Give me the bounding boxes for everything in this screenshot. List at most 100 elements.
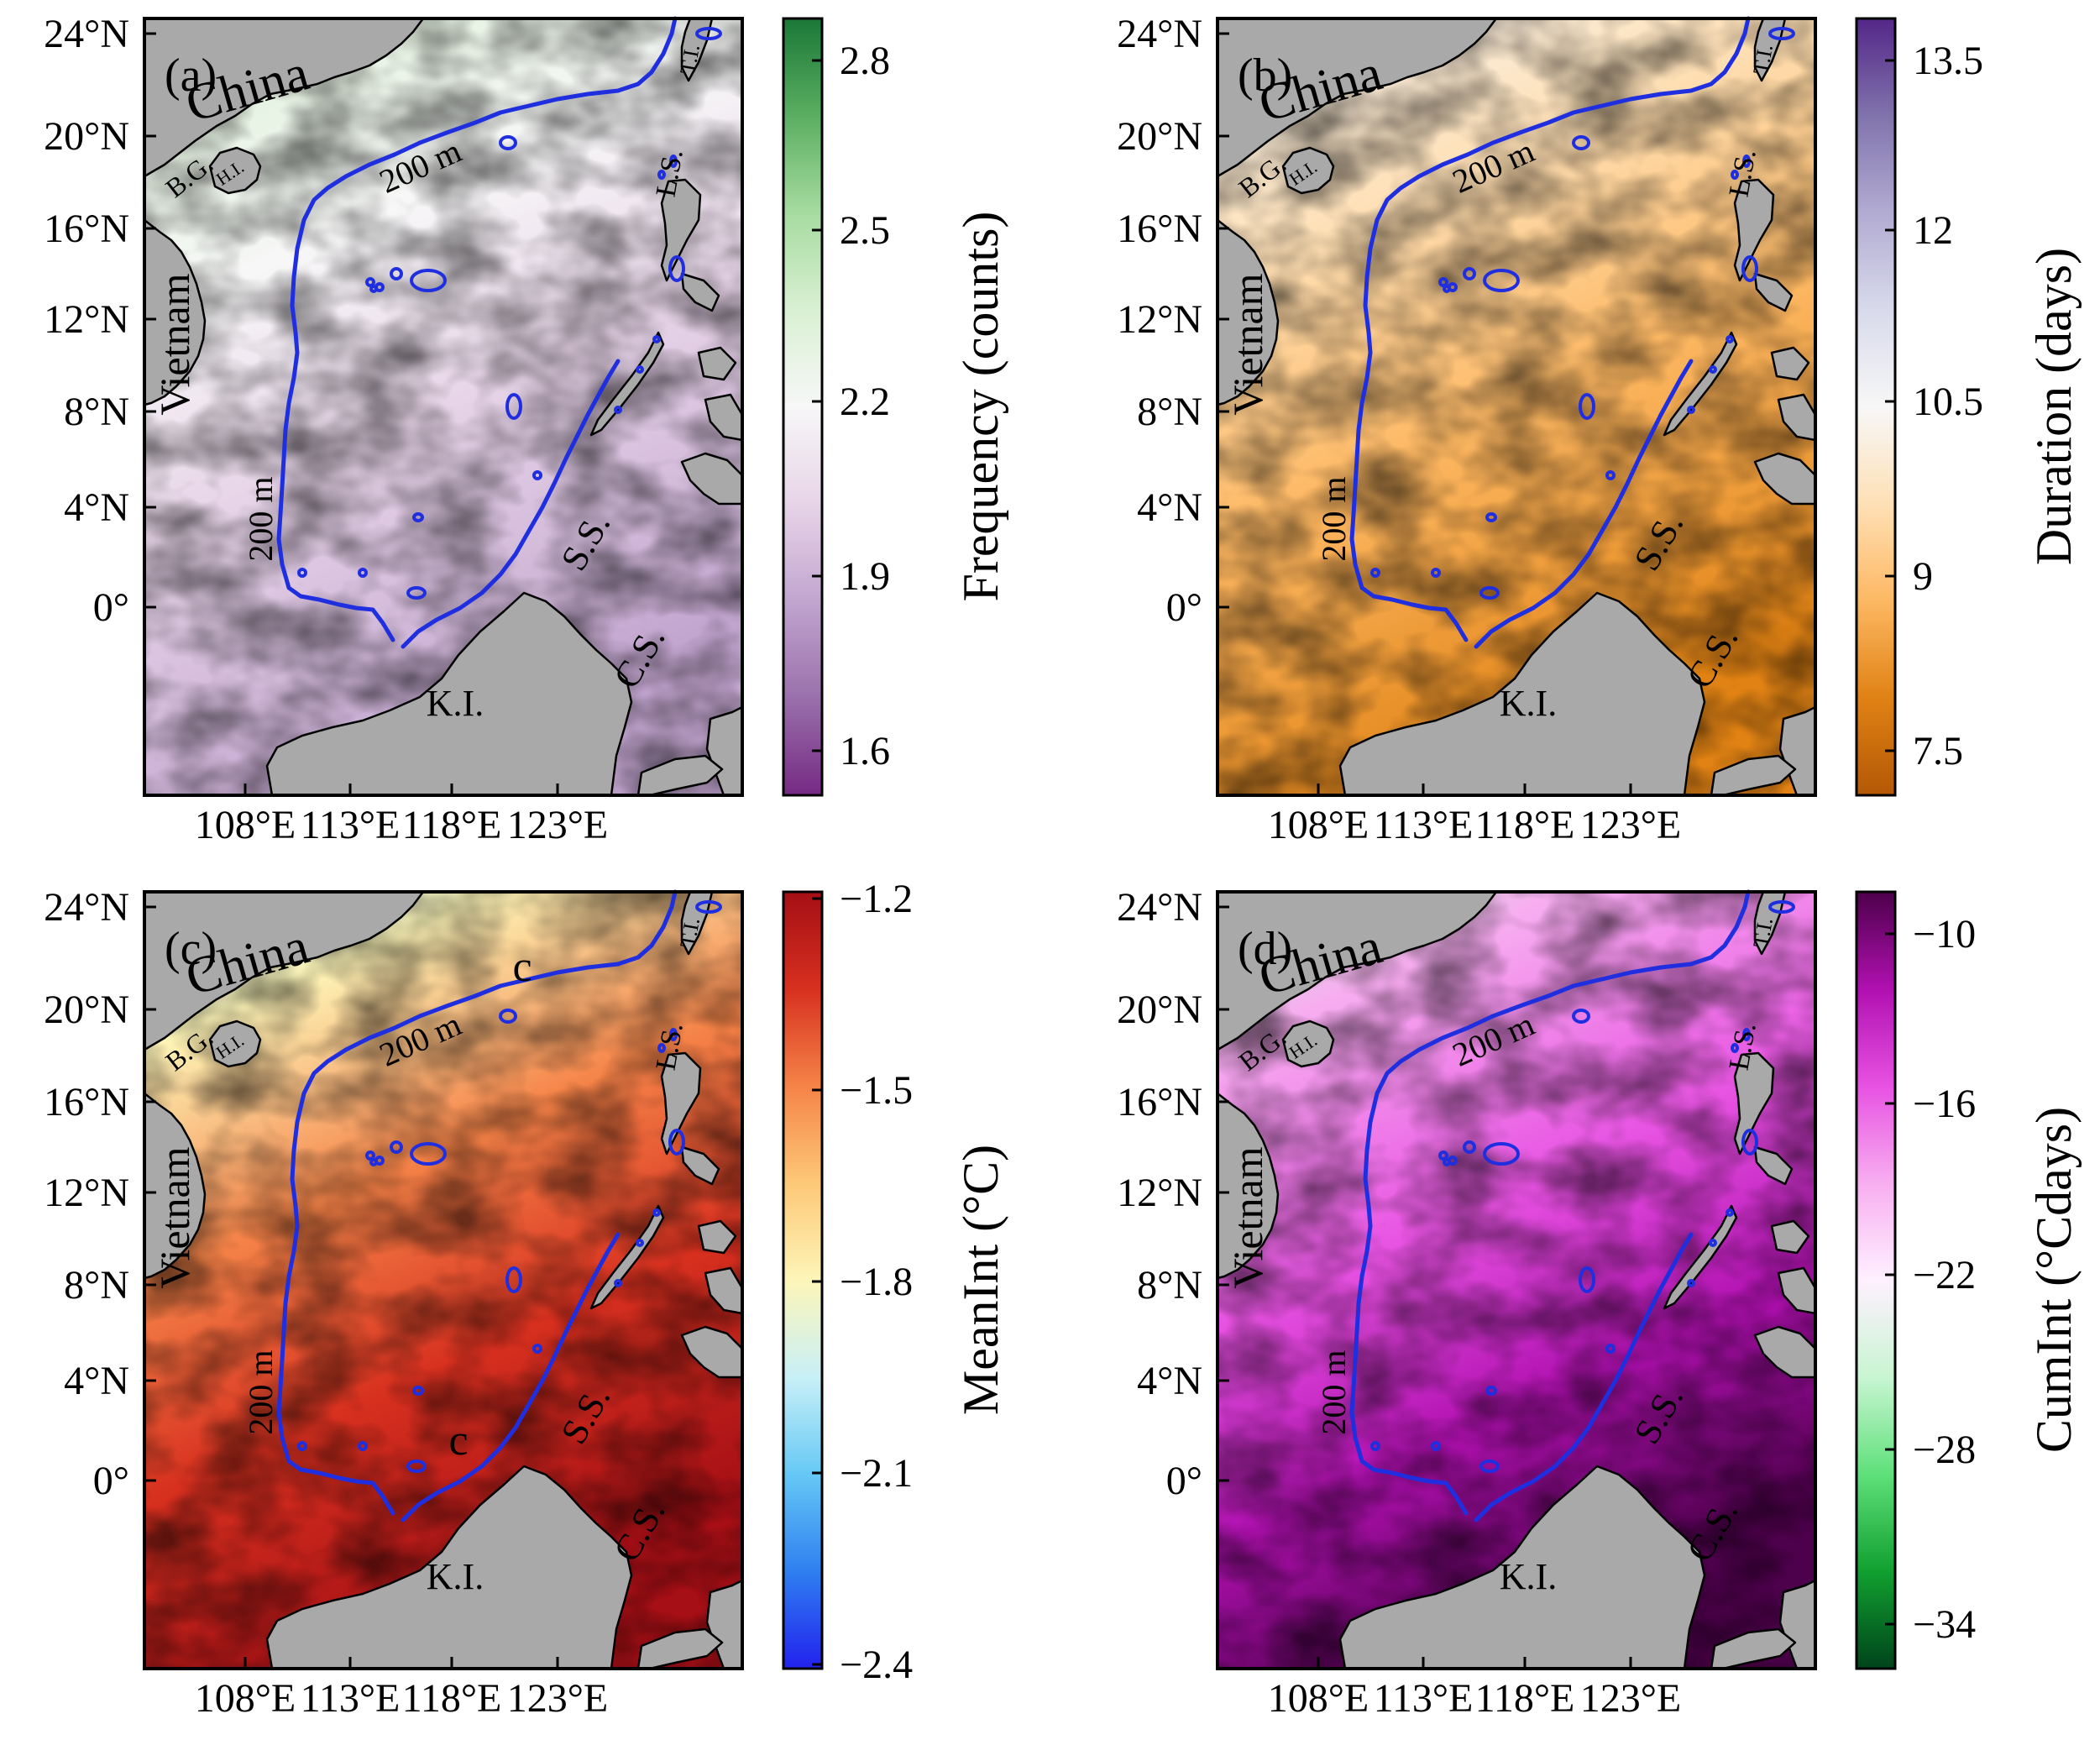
- isobath-contour-b-8: [1431, 568, 1441, 578]
- axes-b: 24°N 20°N 16°N 12°N 8°N 4°N 0° 108°E 113°E 118°E 1…: [1117, 12, 1681, 847]
- isobath-contour-c-15: [668, 1129, 685, 1156]
- lat-label-b-6: 0°: [1166, 585, 1202, 630]
- isobath-contour-d-0: [1572, 1009, 1590, 1024]
- lat-label-a-4: 8°N: [64, 390, 129, 434]
- lon-label-b-1: 113°E: [1374, 803, 1474, 847]
- isobath-200m-c: [276, 889, 722, 1522]
- isobath-contour-d-10: [1742, 1028, 1751, 1041]
- lat-label-d-5: 4°N: [1137, 1359, 1202, 1403]
- isobath-contour-c-12: [505, 1266, 522, 1293]
- axes-d: 24°N 20°N 16°N 12°N 8°N 4°N 0° 108°E 113°E 118°E 1…: [1117, 885, 1681, 1721]
- land-visayas-b: [1770, 346, 1810, 381]
- land-hainan-island-c: [208, 1019, 262, 1068]
- place-label-ki-b: K.I.: [1500, 683, 1557, 724]
- place-label-ki-c: K.I.: [427, 1556, 484, 1597]
- colorbar-tick-label-b-3: 9: [1913, 554, 1933, 599]
- map-texture-b: [1218, 18, 1815, 795]
- isobath-contour-a-15: [668, 255, 685, 282]
- panel-label-d: (d): [1238, 923, 1292, 975]
- isobath-contour-d-5: [1443, 1158, 1451, 1166]
- land-philippine-islet-d: [1753, 1145, 1794, 1186]
- panel-d-cumulative-intensity-map: (d)ChinaVietnamB.G.H.I.T.I.L.S.S.S.C.S.K…: [1117, 885, 2082, 1721]
- place-label-vietnam-b: Vietnam: [1224, 273, 1271, 415]
- isobath-contour-c-8: [358, 1441, 368, 1451]
- isobath-200m-b: [1349, 16, 1795, 649]
- isobath-contour-c-2: [410, 1142, 447, 1166]
- colorbar-b: 13.5 12 10.5 9 7.5 Duration (days): [1855, 17, 2082, 797]
- lon-label-c-2: 118°E: [402, 1676, 502, 1721]
- colorbar-tick-label-c-1: −1.5: [840, 1068, 913, 1113]
- colorbar-tick-label-d-0: −10: [1913, 912, 1976, 956]
- place-label-ki-a: K.I.: [427, 683, 484, 724]
- land-taiwan-island-c: [680, 890, 714, 956]
- panel-b-duration-map: (b)ChinaVietnamB.G.H.I.T.I.L.S.S.S.C.S.K…: [1117, 12, 2082, 847]
- colorbar-tick-label-a-2: 2.2: [840, 380, 890, 424]
- land-taiwan-island-d: [1753, 890, 1787, 956]
- map-texture-a: [144, 18, 742, 795]
- colorbar-tick-label-b-4: 7.5: [1913, 729, 1963, 773]
- map-texture-c: [144, 892, 742, 1669]
- isobath-contour-d-7: [1370, 1441, 1380, 1451]
- land-china-c: [143, 890, 425, 1051]
- isobath-contour-b-6: [1485, 512, 1497, 522]
- lon-label-c-0: 108°E: [195, 1676, 296, 1721]
- isobath-contour-a-2: [410, 269, 447, 292]
- map-frame-a: [143, 17, 744, 797]
- lat-label-c-3: 12°N: [44, 1171, 129, 1215]
- lon-label-b-0: 108°E: [1268, 803, 1369, 847]
- isobath-contour-c-9: [406, 1460, 427, 1473]
- colorbar-tick-label-a-3: 1.9: [840, 554, 890, 599]
- map-texture-d: [1218, 892, 1815, 1669]
- land-philippine-islet-b: [1753, 272, 1794, 312]
- land-taiwan-island-a: [680, 17, 714, 82]
- lon-label-d-3: 123°E: [1580, 1676, 1682, 1721]
- place-label-ti-d: T.I.: [1748, 915, 1778, 949]
- isobath-contour-a-12: [505, 393, 522, 420]
- lon-label-a-0: 108°E: [195, 803, 296, 847]
- land-vietnam-c: [143, 1092, 207, 1280]
- land-masses-c: [143, 890, 744, 1670]
- marker-c-1: c: [448, 1417, 468, 1465]
- lon-label-a-2: 118°E: [402, 803, 502, 847]
- isobath-contour-b-17: [1709, 365, 1717, 374]
- isobath-contour-a-3: [365, 277, 375, 287]
- panel-c-mean-intensity-map: (c)ChinaVietnamB.G.H.I.T.I.L.S.S.S.C.S.K…: [44, 877, 1008, 1721]
- land-china-d: [1216, 890, 1498, 1051]
- land-philippine-islet-c: [680, 1145, 720, 1186]
- isobath-contour-b-9: [1479, 586, 1500, 600]
- isobath-label-west-b: 200 m: [1315, 476, 1353, 561]
- isobath-contour-d-3: [1438, 1150, 1448, 1161]
- lat-label-c-4: 8°N: [64, 1263, 129, 1308]
- isobath-contour-a-17: [636, 365, 644, 374]
- map-frame-b: [1216, 17, 1817, 797]
- lat-label-a-2: 16°N: [44, 207, 129, 251]
- isobath-contour-b-12: [1579, 393, 1595, 420]
- colorbar-title-a: Frequency (counts): [953, 212, 1008, 602]
- place-label-vietnam-a: Vietnam: [151, 273, 198, 415]
- isobath-line-d: [1349, 889, 1751, 1522]
- axes-a: 24°N 20°N 16°N 12°N 8°N 4°N 0° 108°E 113°E 118°E 1…: [44, 12, 608, 847]
- land-visayas-a: [697, 346, 737, 381]
- colorbar-gradient-d: [1855, 890, 1897, 1670]
- isobath-contour-d-6: [1485, 1386, 1497, 1396]
- land-vietnam-a: [143, 218, 207, 406]
- isobath-contour-b-14: [1768, 27, 1795, 40]
- isobath-contour-a-14: [695, 27, 722, 40]
- lat-label-a-1: 20°N: [44, 114, 129, 159]
- colorbar-tick-label-c-4: −2.4: [840, 1643, 913, 1687]
- isobath-contour-b-5: [1443, 285, 1451, 293]
- isobath-line-a: [276, 16, 678, 649]
- isobath-contour-b-10: [1742, 155, 1751, 168]
- isobath-contour-c-6: [412, 1386, 424, 1396]
- colorbar-tick-label-a-0: 2.8: [840, 39, 890, 83]
- isobath-contour-c-16: [652, 1208, 661, 1217]
- isobath-contour-a-6: [412, 512, 424, 522]
- land-china-a: [143, 17, 425, 178]
- isobath-contour-a-1: [390, 267, 403, 280]
- lat-label-b-5: 4°N: [1137, 485, 1202, 530]
- isobath-contour-d-16: [1726, 1208, 1734, 1217]
- isobath-contour-c-1: [390, 1140, 403, 1154]
- colorbar-tick-label-d-2: −22: [1913, 1253, 1976, 1297]
- panel-label-c: (c): [165, 923, 217, 975]
- panel-a-frequency-map: (a)ChinaVietnamB.G.H.I.T.I.L.S.S.S.C.S.K…: [44, 12, 1008, 847]
